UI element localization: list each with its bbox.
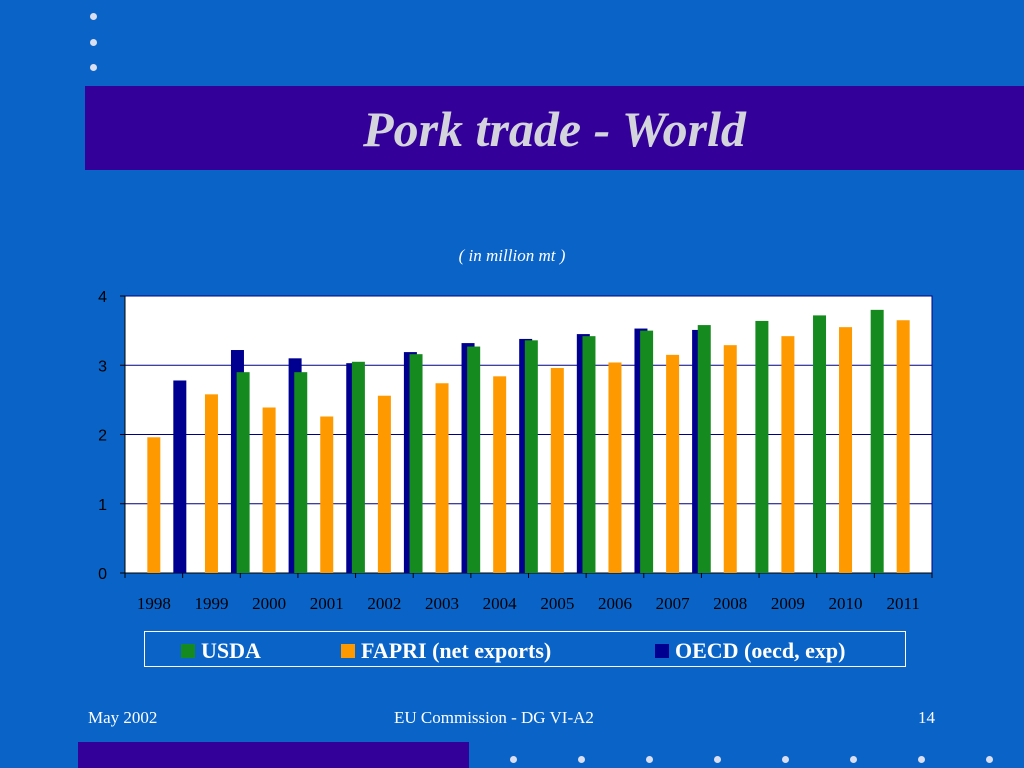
decorative-dot (510, 756, 517, 763)
x-tick-label: 2011 (886, 594, 919, 613)
decorative-dot (578, 756, 585, 763)
x-tick-label: 2000 (252, 594, 286, 613)
legend-item-oecd: OECD (oecd, exp) (655, 638, 845, 664)
bar-fapri (666, 354, 680, 573)
bar-fapri (781, 336, 795, 573)
slide-title: Pork trade - World (363, 101, 746, 157)
legend-item-fapri: FAPRI (net exports) (341, 638, 551, 664)
bar-usda (409, 354, 423, 573)
x-tick-label: 2004 (483, 594, 518, 613)
bar-fapri (435, 383, 449, 573)
y-tick-label: 3 (98, 358, 107, 375)
y-tick-label: 0 (98, 566, 107, 583)
bar-fapri (320, 416, 334, 573)
bar-usda (524, 340, 538, 573)
bar-fapri (550, 368, 564, 573)
x-tick-label: 2010 (829, 594, 863, 613)
y-tick-label: 1 (98, 497, 107, 514)
bar-fapri (204, 394, 218, 573)
bar-usda (582, 336, 596, 573)
legend-item-usda: USDA (181, 638, 261, 664)
bar-fapri (147, 437, 161, 573)
page-number: 14 (918, 708, 935, 727)
legend-label: FAPRI (net exports) (361, 638, 552, 663)
x-tick-label: 2009 (771, 594, 805, 613)
bar-usda (813, 315, 827, 573)
bar-usda (870, 309, 884, 573)
bar-fapri (608, 362, 622, 573)
bar-usda (294, 372, 308, 573)
y-tick-label: 4 (98, 289, 107, 306)
decorative-dot (850, 756, 857, 763)
y-tick-label: 2 (98, 428, 107, 445)
x-tick-label: 1998 (137, 594, 171, 613)
decorative-dot (714, 756, 721, 763)
title-band: Pork trade - World (85, 86, 1024, 170)
bar-usda (697, 325, 711, 573)
bar-fapri (839, 327, 853, 573)
x-tick-label: 2001 (310, 594, 344, 613)
legend-swatch-oecd (655, 644, 669, 658)
decorative-dot (646, 756, 653, 763)
bar-usda (351, 361, 365, 573)
x-tick-label: 2007 (656, 594, 691, 613)
decorative-dot (918, 756, 925, 763)
x-tick-label: 2005 (540, 594, 574, 613)
decorative-dot (90, 13, 97, 20)
legend-label: OECD (oecd, exp) (675, 638, 846, 663)
footer-date: May 2002 (88, 708, 158, 727)
decorative-dot (90, 39, 97, 46)
bottom-band (78, 742, 469, 768)
decorative-dot (782, 756, 789, 763)
bar-fapri (262, 407, 276, 573)
bar-fapri (493, 376, 507, 573)
bar-oecd (173, 380, 187, 573)
x-tick-label: 2002 (367, 594, 401, 613)
x-tick-label: 2006 (598, 594, 632, 613)
legend-swatch-usda (181, 644, 195, 658)
x-tick-label: 2008 (713, 594, 747, 613)
bar-usda (640, 330, 654, 573)
bar-usda (236, 372, 250, 573)
bar-fapri (896, 320, 910, 573)
bar-usda (755, 320, 769, 573)
legend-label: USDA (201, 638, 261, 663)
chart-legend: USDA FAPRI (net exports) OECD (oecd, exp… (144, 631, 906, 667)
bar-fapri (723, 345, 737, 573)
footer-organization: EU Commission - DG VI-A2 (394, 708, 594, 727)
x-tick-label: 1999 (194, 594, 228, 613)
bar-fapri (377, 395, 391, 573)
bar-usda (467, 346, 481, 573)
decorative-dot (986, 756, 993, 763)
legend-swatch-fapri (341, 644, 355, 658)
chart-unit-label: ( in million mt ) (458, 246, 566, 265)
x-tick-label: 2003 (425, 594, 459, 613)
decorative-dot (90, 64, 97, 71)
